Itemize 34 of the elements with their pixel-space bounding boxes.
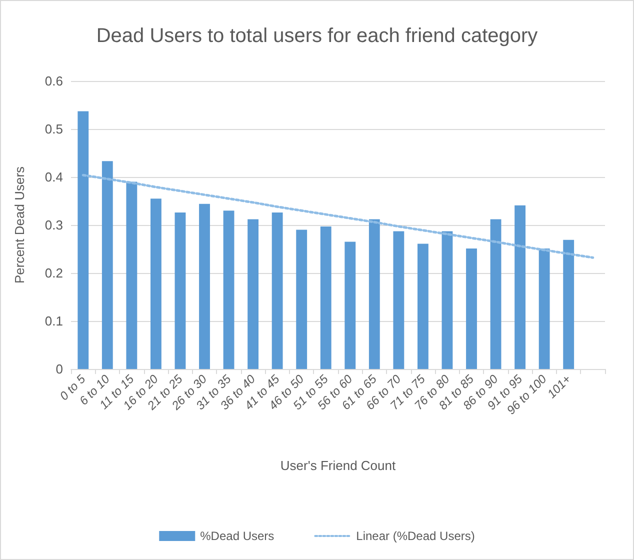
y-tick-label: 0.1 [44, 314, 63, 328]
y-tick-label: 0.4 [44, 170, 63, 184]
bar [223, 210, 234, 369]
y-axis-title: Percent Dead Users [12, 166, 27, 284]
bar [417, 244, 428, 369]
bar [344, 242, 356, 369]
bar [442, 231, 453, 369]
legend-label: Linear (%Dead Users) [356, 529, 475, 543]
bar [368, 219, 380, 369]
bar [320, 226, 332, 369]
legend-label: %Dead Users [200, 529, 274, 543]
bar [102, 161, 113, 369]
y-tick-label: 0.3 [44, 218, 63, 232]
bar [538, 248, 550, 369]
bar [150, 198, 162, 369]
bar [393, 231, 404, 369]
bar [248, 219, 259, 369]
y-tick-label: 0.5 [44, 122, 63, 136]
bar [272, 212, 283, 369]
bar [126, 182, 138, 369]
y-tick-label: 0 [56, 362, 63, 376]
y-tick-label: 0.6 [44, 74, 63, 88]
bar [490, 219, 502, 369]
bar [296, 230, 308, 369]
bar [78, 111, 89, 369]
bar [466, 248, 477, 369]
y-tick-label: 0.2 [44, 266, 63, 280]
bar [199, 204, 210, 369]
line-series [82, 174, 594, 259]
x-axis-title: User's Friend Count [280, 458, 396, 473]
bar [514, 205, 526, 369]
bar [174, 212, 186, 369]
chart-title: Dead Users to total users for each friend category [96, 25, 538, 47]
bar [563, 240, 574, 369]
